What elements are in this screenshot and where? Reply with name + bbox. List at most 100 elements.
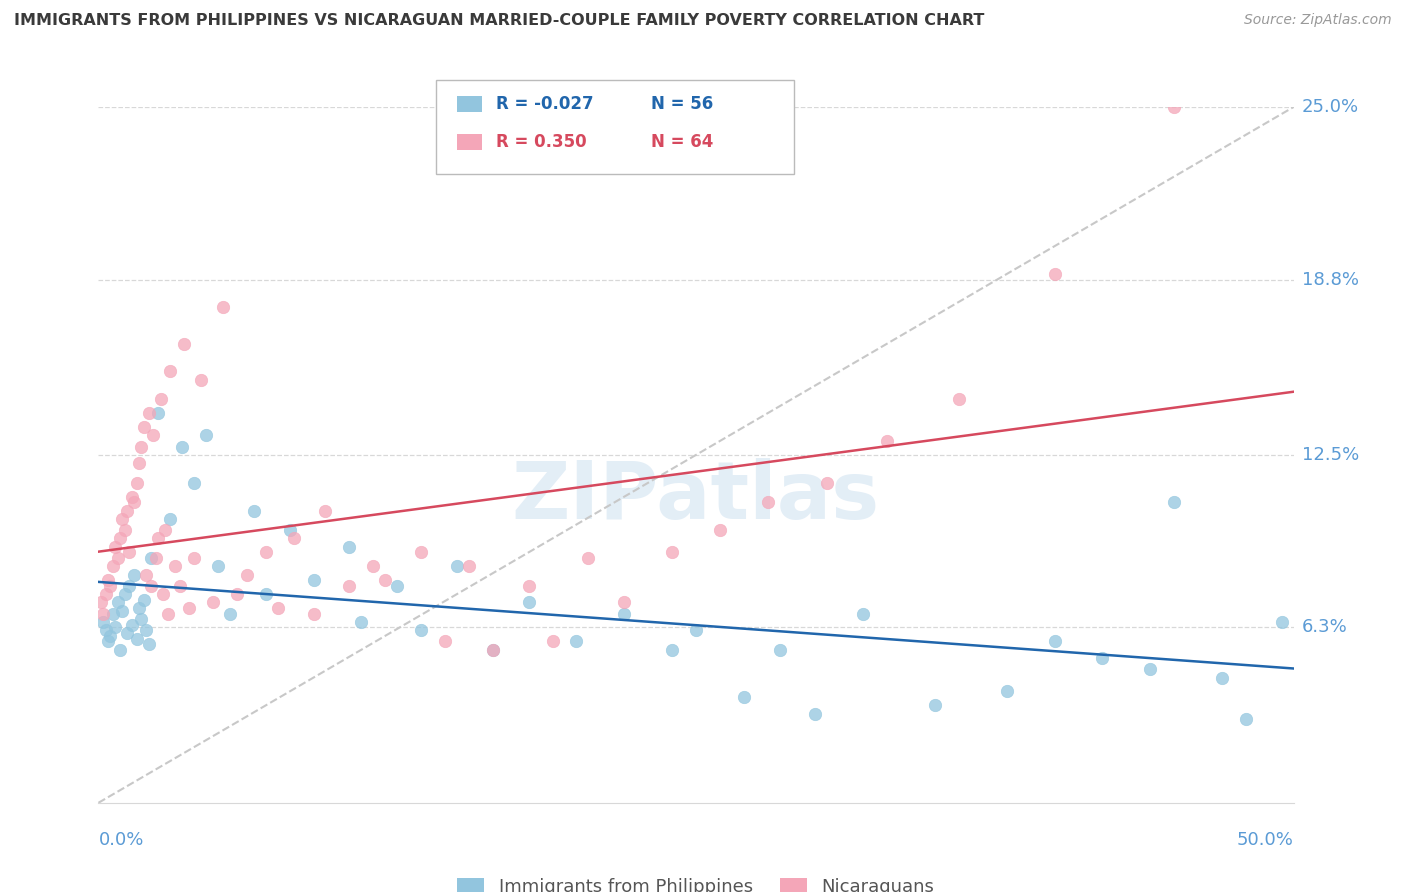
Point [132, 420, 155, 434]
Point [138, 406, 160, 420]
Point [125, 632, 148, 646]
Text: 6.3%: 6.3% [1302, 618, 1347, 637]
Point [148, 532, 170, 546]
Point [1234, 712, 1257, 726]
Point [457, 559, 479, 574]
Point [107, 550, 129, 565]
Point [254, 587, 277, 601]
Point [115, 626, 138, 640]
Point [815, 475, 838, 490]
Point [613, 595, 636, 609]
Text: R = -0.027: R = -0.027 [496, 95, 593, 113]
Point [101, 607, 124, 621]
Point [107, 595, 129, 609]
Point [98, 629, 122, 643]
Point [1091, 651, 1114, 665]
Point [135, 624, 157, 638]
Point [350, 615, 373, 629]
Point [876, 434, 898, 448]
Point [207, 559, 229, 574]
Point [709, 523, 731, 537]
Point [173, 336, 195, 351]
Point [315, 503, 337, 517]
Point [267, 601, 290, 615]
Point [768, 642, 790, 657]
Point [576, 550, 599, 565]
Point [756, 495, 779, 509]
Text: R = 0.350: R = 0.350 [496, 133, 586, 151]
Point [172, 440, 194, 454]
Point [152, 587, 174, 601]
Point [565, 634, 588, 648]
Point [194, 428, 217, 442]
Point [94, 587, 117, 601]
Point [411, 624, 433, 638]
Point [1043, 267, 1066, 281]
Point [108, 642, 131, 657]
Point [517, 595, 540, 609]
Text: IMMIGRANTS FROM PHILIPPINES VS NICARAGUAN MARRIED-COUPLE FAMILY POVERTY CORRELAT: IMMIGRANTS FROM PHILIPPINES VS NICARAGUA… [14, 13, 984, 29]
Point [104, 620, 127, 634]
Point [125, 475, 148, 490]
Point [145, 550, 167, 565]
Text: ZIPatlas: ZIPatlas [512, 458, 880, 536]
Point [219, 607, 242, 621]
Point [142, 428, 165, 442]
Point [90, 595, 112, 609]
Point [278, 523, 301, 537]
Point [91, 607, 114, 621]
Point [1211, 671, 1233, 685]
Point [924, 698, 946, 713]
Text: Source: ZipAtlas.com: Source: ZipAtlas.com [1244, 13, 1392, 28]
Point [97, 573, 120, 587]
Point [211, 301, 233, 315]
Legend: Immigrants from Philippines, Nicaraguans: Immigrants from Philippines, Nicaraguans [450, 871, 942, 892]
Point [124, 495, 146, 509]
Point [98, 579, 122, 593]
Point [163, 559, 186, 574]
Point [155, 523, 177, 537]
Point [128, 456, 150, 470]
Point [149, 392, 172, 407]
Point [242, 503, 264, 517]
Point [541, 634, 564, 648]
Text: 0.0%: 0.0% [98, 830, 143, 848]
Point [1163, 495, 1185, 509]
Point [183, 550, 205, 565]
Point [661, 642, 683, 657]
Point [139, 550, 162, 565]
Point [235, 567, 257, 582]
Point [202, 595, 225, 609]
Point [135, 567, 157, 582]
Point [118, 579, 141, 593]
Point [104, 540, 127, 554]
Point [132, 592, 155, 607]
Point [433, 634, 456, 648]
Point [114, 523, 136, 537]
Point [411, 545, 433, 559]
Point [91, 615, 114, 629]
Point [337, 540, 360, 554]
Point [685, 624, 707, 638]
Point [115, 503, 138, 517]
Point [948, 392, 970, 407]
Point [139, 579, 162, 593]
Point [124, 567, 146, 582]
Point [169, 579, 191, 593]
Point [148, 406, 170, 420]
Point [1043, 634, 1066, 648]
Point [111, 512, 134, 526]
Point [302, 573, 325, 587]
Text: 50.0%: 50.0% [1237, 830, 1294, 848]
Point [111, 604, 134, 618]
Point [995, 684, 1018, 698]
Point [94, 624, 117, 638]
Point [337, 579, 360, 593]
Point [1163, 100, 1185, 114]
Point [385, 579, 409, 593]
Point [118, 545, 141, 559]
Text: 25.0%: 25.0% [1302, 98, 1360, 116]
Point [190, 373, 212, 387]
Point [852, 607, 875, 621]
Text: N = 64: N = 64 [651, 133, 713, 151]
